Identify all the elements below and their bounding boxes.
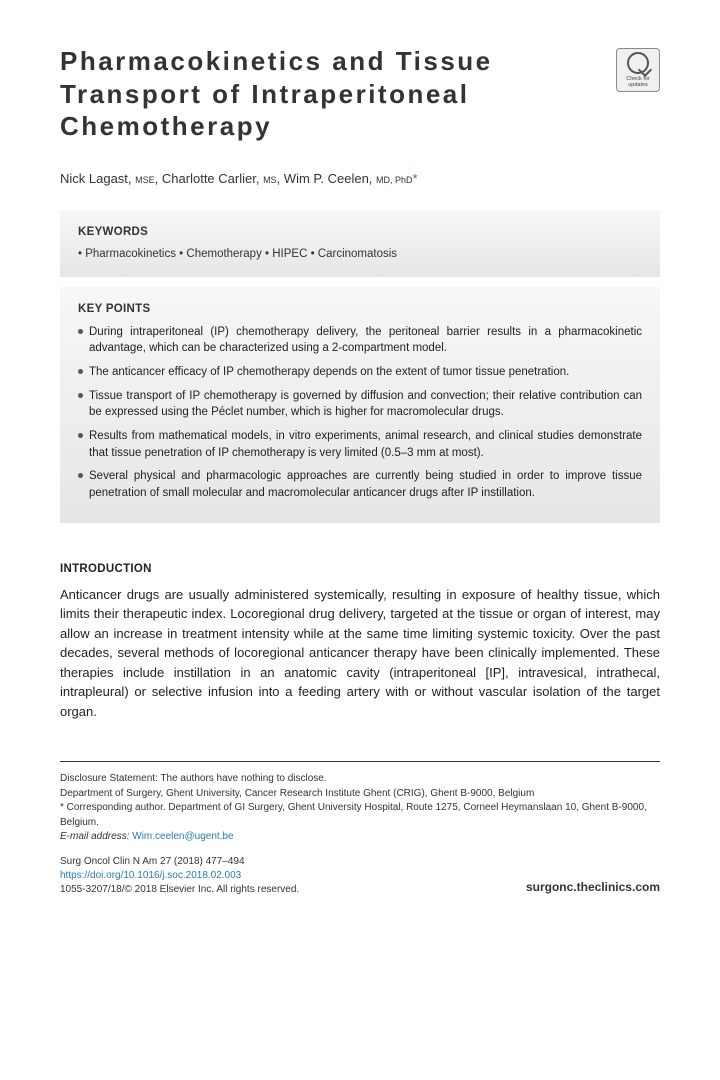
- keywords-list: • Pharmacokinetics • Chemotherapy • HIPE…: [78, 246, 642, 263]
- author-list: Nick Lagast, MSE, Charlotte Carlier, MS,…: [60, 171, 660, 186]
- disclosure-statement: Disclosure Statement: The authors have n…: [60, 772, 660, 787]
- key-point-item: Tissue transport of IP chemotherapy is g…: [78, 388, 642, 421]
- key-point-item: Several physical and pharmacologic appro…: [78, 468, 642, 501]
- corresponding-author: * Corresponding author. Department of GI…: [60, 801, 660, 830]
- email-label: E-mail address:: [60, 831, 132, 842]
- introduction-paragraph: Anticancer drugs are usually administere…: [60, 585, 660, 722]
- check-updates-badge[interactable]: Check for updates: [616, 48, 660, 92]
- key-points-box: KEY POINTS During intraperitoneal (IP) c…: [60, 287, 660, 523]
- author-1-degree: MSE: [135, 175, 155, 185]
- article-title: Pharmacokinetics and Tissue Transport of…: [60, 45, 560, 143]
- author-3-degree: MD, PhD: [376, 175, 413, 185]
- journal-citation: Surg Oncol Clin N Am 27 (2018) 477–494: [60, 855, 299, 869]
- author-3: Wim P. Ceelen,: [284, 171, 376, 186]
- doi-link[interactable]: https://doi.org/10.1016/j.soc.2018.02.00…: [60, 869, 299, 883]
- corresponding-asterisk: *: [413, 171, 418, 186]
- email-line: E-mail address: Wim.ceelen@ugent.be: [60, 830, 660, 845]
- key-point-item: During intraperitoneal (IP) chemotherapy…: [78, 324, 642, 357]
- author-2-degree: MS: [263, 175, 277, 185]
- author-1: Nick Lagast,: [60, 171, 135, 186]
- department-address: Department of Surgery, Ghent University,…: [60, 787, 660, 802]
- author-2: Charlotte Carlier,: [162, 171, 263, 186]
- keywords-box: KEYWORDS • Pharmacokinetics • Chemothera…: [60, 210, 660, 277]
- copyright-line: 1055-3207/18/© 2018 Elsevier Inc. All ri…: [60, 883, 299, 897]
- footer-left: Surg Oncol Clin N Am 27 (2018) 477–494 h…: [60, 855, 299, 897]
- introduction-heading: INTRODUCTION: [60, 563, 660, 575]
- magnifier-icon: [627, 52, 649, 74]
- email-address[interactable]: Wim.ceelen@ugent.be: [132, 831, 233, 842]
- key-point-item: The anticancer efficacy of IP chemothera…: [78, 364, 642, 381]
- article-footer: Disclosure Statement: The authors have n…: [60, 761, 660, 897]
- key-points-heading: KEY POINTS: [78, 301, 642, 318]
- keywords-heading: KEYWORDS: [78, 224, 642, 241]
- journal-site[interactable]: surgonc.theclinics.com: [526, 879, 660, 896]
- key-point-item: Results from mathematical models, in vit…: [78, 428, 642, 461]
- check-updates-label: Check for updates: [617, 76, 659, 88]
